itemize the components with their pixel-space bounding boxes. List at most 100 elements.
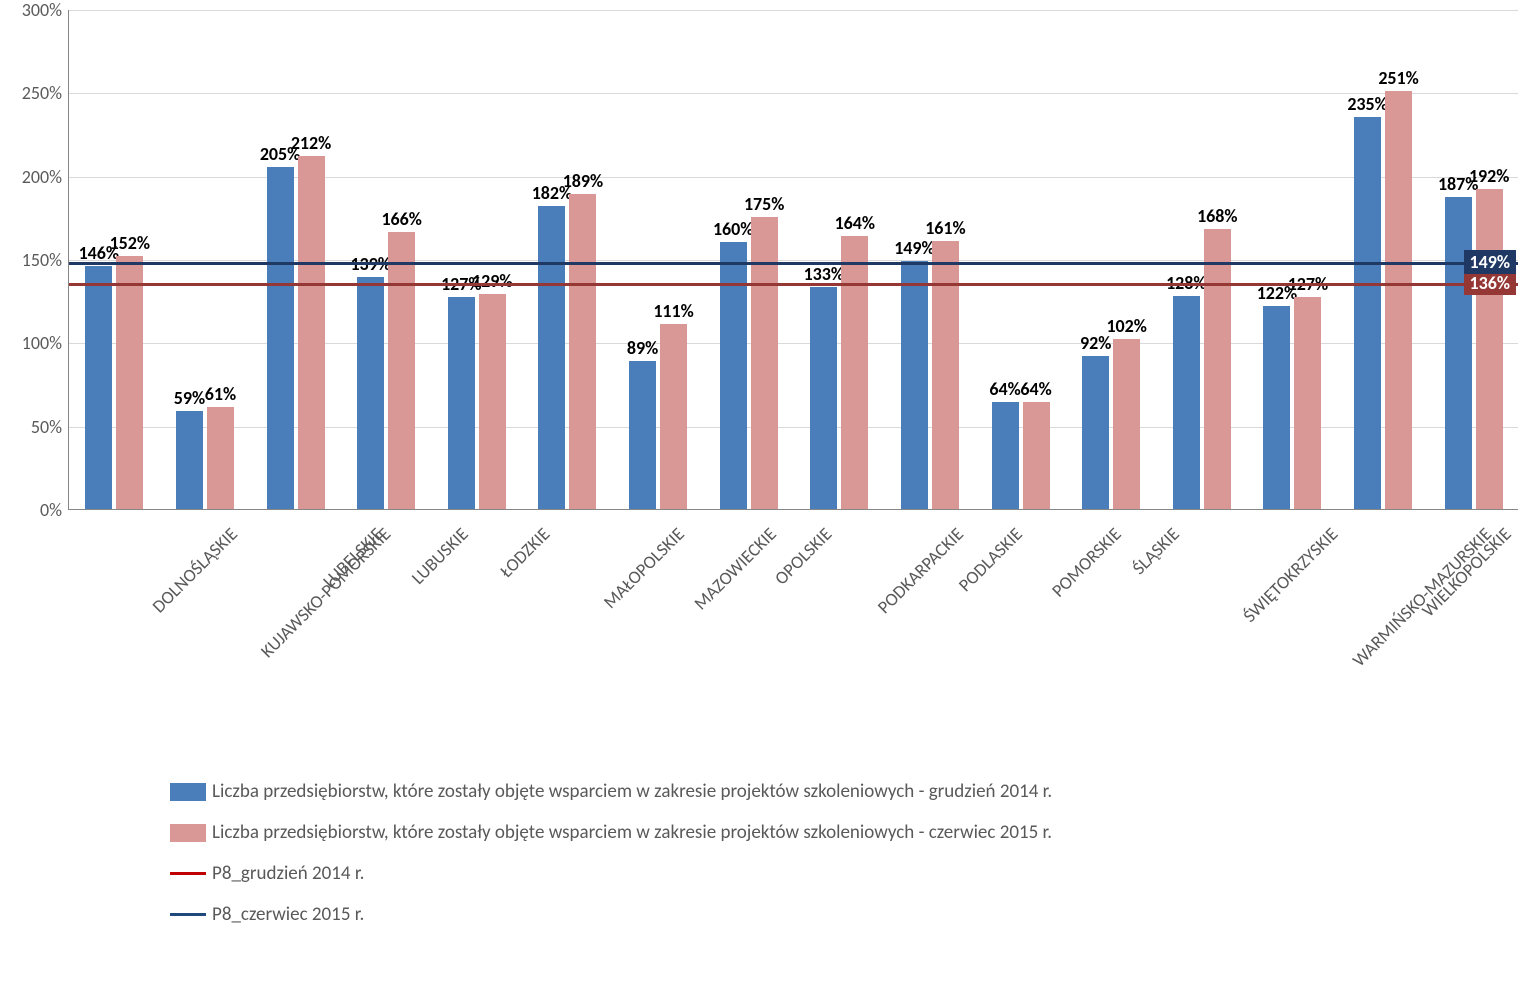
- bar-a: 182%: [538, 206, 565, 509]
- bar-a: 187%: [1445, 197, 1472, 509]
- bar-b: 102%: [1113, 339, 1140, 509]
- bar-b: 161%: [932, 241, 959, 509]
- bar-value-label: 166%: [381, 208, 422, 230]
- legend-item: Liczba przedsiębiorstw, które zostały ob…: [170, 821, 1500, 844]
- bar-value-label: 102%: [1106, 315, 1147, 337]
- bar-group: 92%102%: [1066, 10, 1157, 509]
- legend-line-swatch: [170, 872, 206, 875]
- bar-value-label: 235%: [1347, 93, 1388, 115]
- bar-a: 127%: [448, 297, 475, 509]
- bar-group: 149%161%: [885, 10, 976, 509]
- x-tick-label: MAZOWIECKIE: [690, 523, 781, 614]
- y-tick-label: 0%: [17, 499, 62, 521]
- bar-value-label: 160%: [713, 218, 754, 240]
- bar-group: 59%61%: [160, 10, 251, 509]
- bar-value-label: 64%: [1020, 378, 1051, 400]
- bar-value-label: 111%: [653, 300, 694, 322]
- bar-a: 128%: [1173, 296, 1200, 509]
- y-tick-label: 100%: [17, 332, 62, 354]
- bar-group: 235%251%: [1338, 10, 1429, 509]
- bar-a: 133%: [810, 287, 837, 509]
- bar-value-label: 212%: [291, 132, 332, 154]
- x-tick-label: ŚWIĘTOKRZYSKIE: [1239, 523, 1343, 627]
- bar-group: 133%164%: [794, 10, 885, 509]
- legend-label: P8_czerwiec 2015 r.: [212, 903, 364, 926]
- legend-item: Liczba przedsiębiorstw, które zostały ob…: [170, 780, 1500, 803]
- bar-group: 127%129%: [432, 10, 523, 509]
- legend-line-swatch: [170, 913, 206, 916]
- reference-line-label: 149%: [1464, 250, 1517, 274]
- bar-a: 64%: [992, 402, 1019, 509]
- bar-value-label: 192%: [1469, 165, 1510, 187]
- plot-area: 146%152%59%61%205%212%139%166%127%129%18…: [68, 10, 1518, 510]
- bar-value-label: 152%: [110, 232, 151, 254]
- bar-group: 182%189%: [522, 10, 613, 509]
- bar-value-label: 133%: [804, 263, 845, 285]
- y-tick-label: 200%: [17, 166, 62, 188]
- x-axis-labels: DOLNOŚLĄSKIEKUJAWSKO-POMORSKIELUBELSKIEL…: [68, 515, 1518, 775]
- legend-label: Liczba przedsiębiorstw, które zostały ob…: [212, 780, 1052, 803]
- x-tick-label: POMORSKIE: [1047, 523, 1126, 601]
- reference-line: [69, 283, 1518, 286]
- bar-a: 59%: [176, 411, 203, 509]
- x-tick-label: MAŁOPOLSKIE: [598, 523, 688, 613]
- y-tick-label: 50%: [17, 416, 62, 438]
- bar-a: 160%: [720, 242, 747, 509]
- chart-container: 146%152%59%61%205%212%139%166%127%129%18…: [18, 0, 1520, 540]
- bar-value-label: 251%: [1378, 67, 1419, 89]
- bar-b: 111%: [660, 324, 687, 509]
- bar-b: 192%: [1476, 189, 1503, 509]
- x-tick-label: WARMIŃSKO-MAZURSKIE: [1348, 523, 1496, 671]
- bar-value-label: 61%: [205, 383, 236, 405]
- bar-value-label: 164%: [835, 212, 876, 234]
- bar-value-label: 175%: [744, 193, 785, 215]
- bar-value-label: 59%: [174, 387, 205, 409]
- bar-b: 152%: [116, 256, 143, 509]
- bar-b: 189%: [569, 194, 596, 509]
- bar-b: 61%: [207, 407, 234, 509]
- bar-b: 129%: [479, 294, 506, 509]
- bar-b: 127%: [1294, 297, 1321, 509]
- bar-b: 251%: [1385, 91, 1412, 509]
- bar-group: 146%152%: [69, 10, 160, 509]
- bar-b: 212%: [298, 156, 325, 509]
- x-tick-label: ŁODZKIE: [495, 523, 554, 582]
- bar-value-label: 89%: [627, 337, 658, 359]
- bar-a: 139%: [357, 277, 384, 509]
- x-tick-label: LUBELSKIE: [318, 523, 387, 592]
- bar-a: 146%: [85, 266, 112, 509]
- legend: Liczba przedsiębiorstw, które zostały ob…: [170, 780, 1500, 944]
- legend-swatch: [170, 783, 206, 801]
- bar-b: 164%: [841, 236, 868, 509]
- bar-group: 122%127%: [1247, 10, 1338, 509]
- bar-b: 64%: [1023, 402, 1050, 509]
- bar-value-label: 168%: [1197, 205, 1238, 227]
- bar-a: 89%: [629, 361, 656, 509]
- x-tick-label: PODKARPACKIE: [872, 523, 967, 618]
- legend-label: Liczba przedsiębiorstw, które zostały ob…: [212, 821, 1052, 844]
- y-tick-label: 300%: [17, 0, 62, 21]
- legend-item: P8_czerwiec 2015 r.: [170, 903, 1500, 926]
- y-tick-label: 250%: [17, 82, 62, 104]
- bar-group: 139% 166%: [341, 10, 432, 509]
- x-tick-label: LUBUSKIE: [407, 523, 473, 589]
- bar-group: 205%212%: [250, 10, 341, 509]
- bar-group: 64%64%: [975, 10, 1066, 509]
- bar-a: 122%: [1263, 306, 1290, 509]
- bar-value-label: 189%: [563, 170, 604, 192]
- x-tick-label: OPOLSKIE: [770, 523, 836, 589]
- x-tick-label: DOLNOŚLĄSKIE: [147, 523, 241, 617]
- bar-value-label: 161%: [925, 217, 966, 239]
- legend-swatch: [170, 824, 206, 842]
- bar-group: 160% 175%: [703, 10, 794, 509]
- bar-value-label: 64%: [989, 378, 1020, 400]
- x-tick-label: PODLASKIE: [954, 523, 1027, 596]
- bar-group: 89%111%: [613, 10, 704, 509]
- reference-line-label: 136%: [1464, 271, 1517, 295]
- bar-value-label: 149%: [894, 237, 935, 259]
- bar-value-label: 129%: [472, 270, 513, 292]
- x-tick-label: ŚLĄSKIE: [1128, 523, 1184, 579]
- bar-a: 92%: [1082, 356, 1109, 509]
- legend-item: P8_grudzień 2014 r.: [170, 862, 1500, 885]
- reference-line: [69, 262, 1518, 265]
